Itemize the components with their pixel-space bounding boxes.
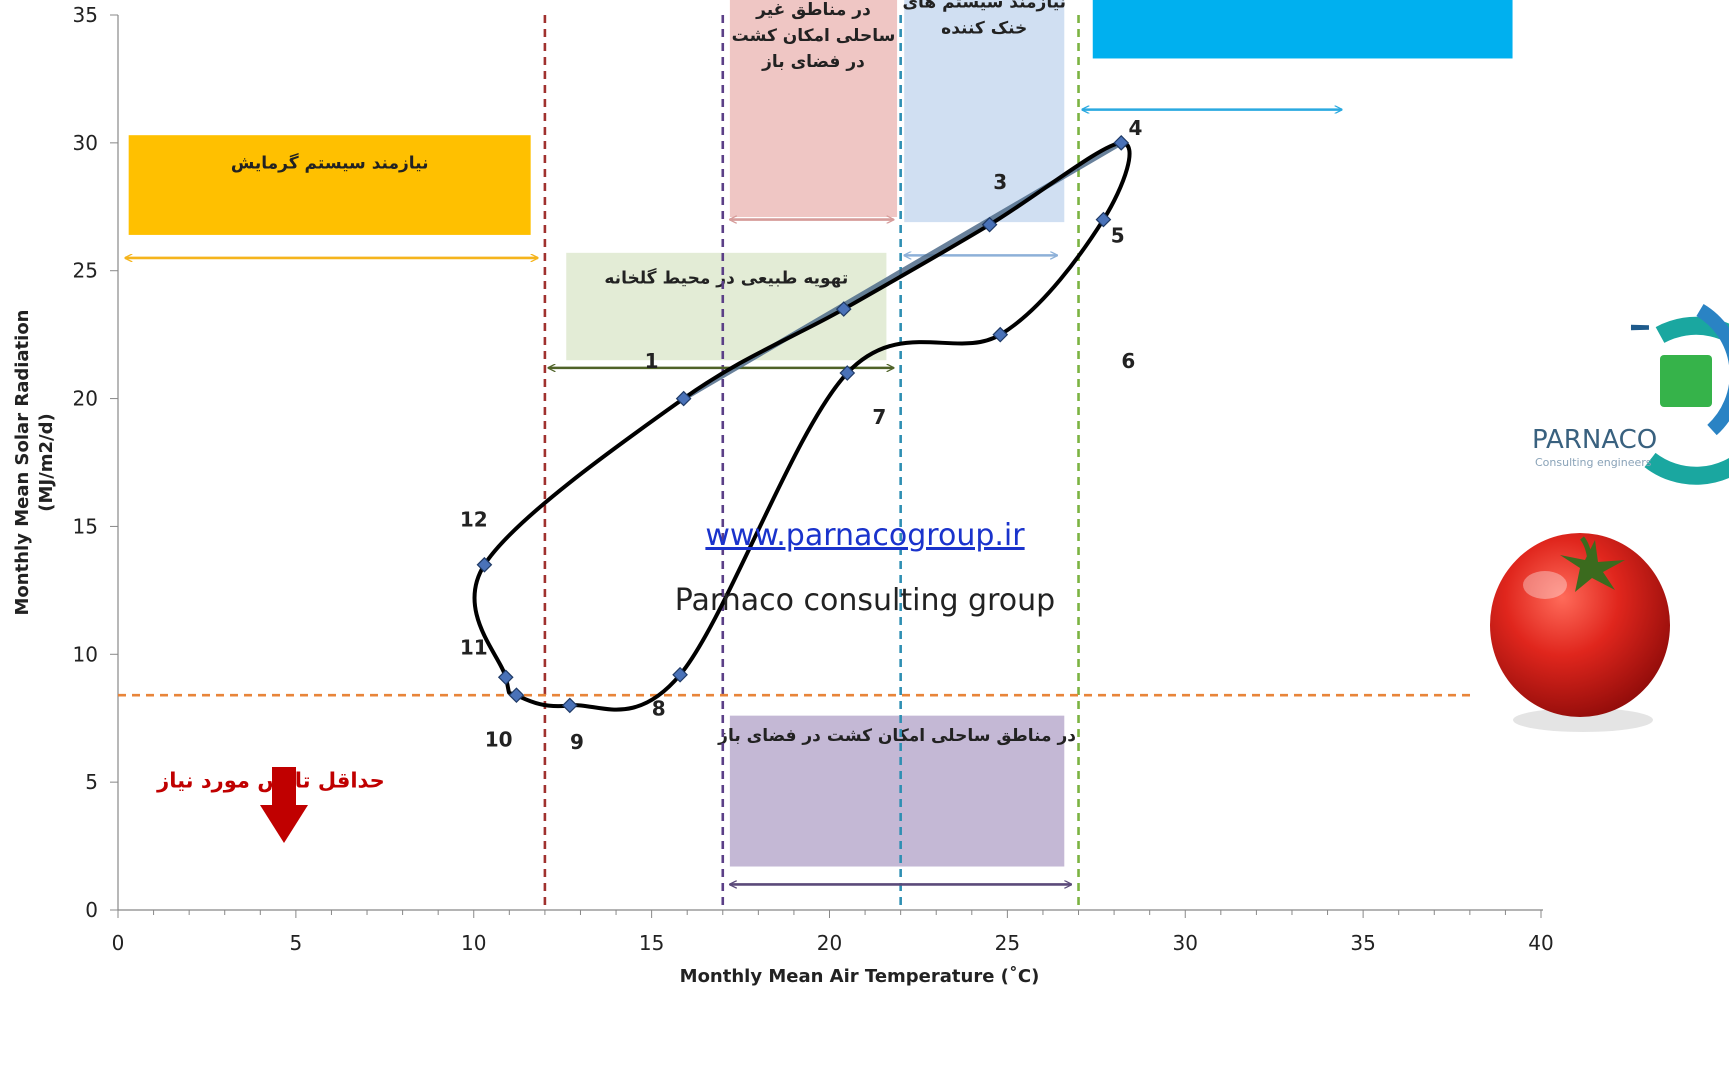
data-point-month-7	[839, 365, 856, 381]
data-point-month-11	[497, 669, 514, 686]
labels-layer: 1 3 4 5 6 7 8 9 10 11 12 حداقل تابش مورد نیاز	[156, 116, 1142, 792]
logo-square-icon	[1660, 355, 1712, 407]
monthly-curve	[472, 140, 1132, 712]
zone-box-6	[729, 715, 1065, 867]
month-label: 1	[645, 349, 659, 373]
data-point-month-2	[675, 390, 692, 407]
data-point-month-4	[1113, 135, 1130, 151]
x-axis-title: Monthly Mean Air Temperature (˚C)	[680, 965, 1040, 987]
x-tick-label: 0	[112, 931, 125, 955]
y-axis-title-line-2: (MJ/m2/d)	[36, 413, 57, 511]
x-tick-label: 5	[290, 931, 303, 955]
zone-box-5	[1092, 0, 1513, 59]
y-tick-label: 5	[85, 770, 98, 794]
x-tick-label: 10	[461, 931, 486, 955]
minimum-radiation-arrow	[260, 767, 308, 843]
month-label: 8	[652, 697, 666, 721]
data-point-month-10	[508, 687, 525, 704]
zone-box-4	[904, 0, 1065, 223]
data-point-month-5	[1095, 211, 1112, 228]
month-label: 7	[872, 405, 886, 429]
data-point-month-1	[835, 301, 852, 317]
month-label: 3	[993, 170, 1007, 194]
zones-layer: نیازمند سیستم گرمایش تهویه طبیعی در محیط …	[128, 0, 1513, 867]
data-point-month-8	[672, 666, 688, 683]
x-tick-label: 35	[1350, 931, 1375, 955]
zone-label-4: نیازمند سیستم های	[902, 0, 1066, 12]
y-tick-label: 10	[73, 642, 98, 666]
y-tick-label: 25	[73, 259, 98, 283]
y-tick-label: 15	[73, 514, 98, 538]
zone-box-1	[128, 135, 531, 235]
zone-box-3	[729, 0, 898, 218]
y-tick-label: 20	[73, 387, 98, 411]
x-tick-label: 30	[1173, 931, 1198, 955]
month-label: 4	[1128, 116, 1142, 140]
data-curve-layer	[472, 135, 1132, 714]
month-label: 11	[460, 635, 488, 659]
x-tick-label: 20	[817, 931, 842, 955]
y-tick-label: 0	[85, 898, 98, 922]
zone-label-2: تهویه طبیعی در محیط گلخانه	[604, 268, 848, 289]
data-point-month-3	[981, 216, 998, 233]
reference-lines-layer	[118, 15, 1470, 910]
tomato-image	[1490, 533, 1670, 732]
zone-label-3: در مناطق غیر	[755, 0, 871, 20]
month-label: 12	[460, 507, 488, 531]
parnaco-logo: PARNACO Consulting engineers	[1532, 303, 1729, 485]
data-point-month-6	[992, 326, 1009, 343]
x-tick-label: 40	[1528, 931, 1553, 955]
logo-name: PARNACO	[1532, 425, 1657, 455]
month-label: 6	[1121, 349, 1135, 373]
zone-box-2	[566, 252, 887, 361]
y-axis-title-line-1: Monthly Mean Solar Radiation	[12, 310, 33, 616]
x-tick-label: 15	[639, 931, 664, 955]
website-url[interactable]: www.parnacogroup.ir	[705, 518, 1025, 553]
logo-subtitle: Consulting engineers	[1535, 456, 1652, 469]
zone-label-1: نیازمند سیستم گرمایش	[231, 152, 429, 173]
x-tick-label: 25	[995, 931, 1020, 955]
logo-ring-icon	[1644, 316, 1729, 485]
month-label: 5	[1111, 224, 1125, 248]
zone-label-3: در فضای باز	[761, 52, 865, 72]
y-tick-label: 30	[73, 131, 98, 155]
zone-label-3: ساحلی امکان کشت	[732, 26, 896, 46]
minimum-radiation-note: حداقل تابش مورد نیاز	[156, 768, 385, 792]
y-tick-label: 35	[73, 3, 98, 27]
month-label: 10	[485, 727, 513, 751]
zone-label-6: در مناطق ساحلی امکان کشت در فضای باز	[717, 726, 1076, 746]
data-point-month-12	[476, 556, 493, 573]
zone-label-4: خنک کننده	[941, 18, 1027, 38]
month-label: 9	[570, 730, 584, 754]
data-point-month-9	[561, 697, 578, 714]
company-name: Parnaco consulting group	[675, 583, 1055, 618]
